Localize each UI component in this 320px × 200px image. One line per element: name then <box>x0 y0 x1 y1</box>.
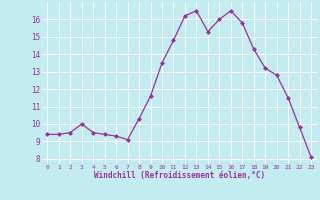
X-axis label: Windchill (Refroidissement éolien,°C): Windchill (Refroidissement éolien,°C) <box>94 171 265 180</box>
